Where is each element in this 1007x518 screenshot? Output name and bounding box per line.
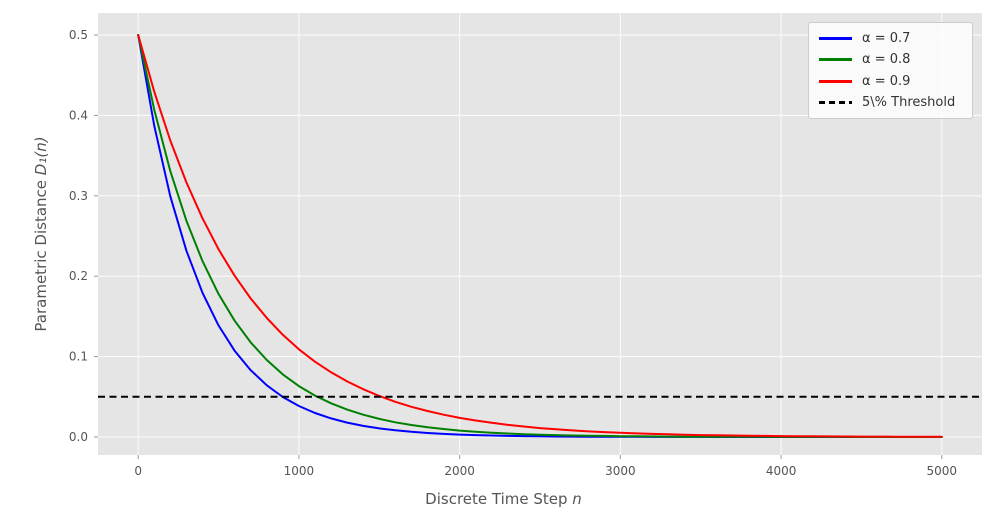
y-tick-label: 0.1 (69, 350, 88, 364)
x-tick-label: 5000 (927, 464, 958, 478)
x-tick-label: 0 (134, 464, 142, 478)
legend-label: α = 0.9 (862, 73, 911, 89)
y-tick-label: 0.2 (69, 269, 88, 283)
legend-item-alpha-09: α = 0.9 (819, 71, 962, 92)
x-axis-label-text: Discrete Time Step (425, 490, 573, 508)
x-tick-label: 1000 (284, 464, 315, 478)
legend: α = 0.7 α = 0.8 α = 0.9 5\% Threshold (808, 22, 973, 119)
legend-dashed-sample (819, 100, 852, 104)
y-axis-label: Parametric Distance D₁(n) (32, 94, 50, 374)
y-tick-label: 0.4 (69, 108, 88, 122)
legend-line-sample-blue (819, 37, 852, 41)
legend-item-alpha-08: α = 0.8 (819, 49, 962, 70)
x-axis-label: Discrete Time Step n (0, 490, 1007, 508)
legend-label: α = 0.8 (862, 52, 911, 68)
legend-item-threshold: 5\% Threshold (819, 92, 962, 113)
axis-ticks (94, 34, 943, 459)
x-tick-label: 2000 (444, 464, 475, 478)
tick-labels: 0 1000 2000 3000 4000 5000 0.0 0.1 0.2 0.3 0.4 0.5 (69, 28, 957, 478)
legend-line-sample-red (819, 79, 852, 83)
x-axis-label-math: n (572, 490, 582, 508)
y-tick-label: 0.3 (69, 189, 88, 203)
y-tick-label: 0.0 (69, 430, 88, 444)
y-axis-label-math: D₁(n) (32, 136, 50, 176)
x-tick-label: 3000 (605, 464, 636, 478)
data-curves (137, 34, 943, 438)
y-axis-label-text: Parametric Distance (32, 175, 50, 332)
legend-label: 5\% Threshold (862, 94, 956, 110)
legend-line-sample-green (819, 58, 852, 62)
legend-item-alpha-07: α = 0.7 (819, 28, 962, 49)
legend-label: α = 0.7 (862, 31, 911, 47)
x-tick-label: 4000 (766, 464, 797, 478)
y-tick-label: 0.5 (69, 28, 88, 42)
curve-0.9 (137, 34, 943, 438)
